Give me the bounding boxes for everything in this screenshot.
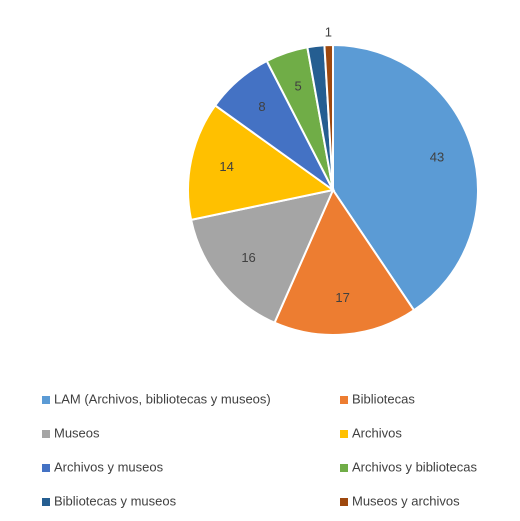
- legend-label: LAM (Archivos, bibliotecas y museos): [54, 391, 271, 406]
- legend-swatch: [340, 464, 348, 472]
- pie-slice: [332, 43, 479, 312]
- pie-slice: [187, 104, 336, 222]
- legend-label: Bibliotecas y museos: [54, 493, 177, 508]
- pie-slice: [189, 188, 335, 325]
- legend-label: Museos y archivos: [352, 493, 460, 508]
- data-label: 17: [335, 290, 349, 305]
- legend-swatch: [42, 464, 50, 472]
- legend-swatch: [340, 430, 348, 438]
- legend-swatch: [42, 396, 50, 404]
- data-label: 8: [258, 99, 265, 114]
- legend-swatch: [42, 498, 50, 506]
- legend-label: Museos: [54, 425, 100, 440]
- pie-slice: [323, 43, 334, 191]
- data-label: 1: [325, 25, 332, 40]
- legend-swatch: [42, 430, 50, 438]
- legend-swatch: [340, 396, 348, 404]
- legend-swatch: [340, 498, 348, 506]
- data-label: 16: [241, 250, 255, 265]
- data-label: 43: [430, 150, 444, 165]
- legend-label: Bibliotecas: [352, 391, 415, 406]
- pie-slice: [273, 187, 416, 336]
- legend-label: Archivos y bibliotecas: [352, 459, 477, 474]
- legend-label: Archivos: [352, 425, 402, 440]
- data-label: 14: [219, 159, 233, 174]
- legend-label: Archivos y museos: [54, 459, 164, 474]
- data-label: 5: [295, 78, 302, 93]
